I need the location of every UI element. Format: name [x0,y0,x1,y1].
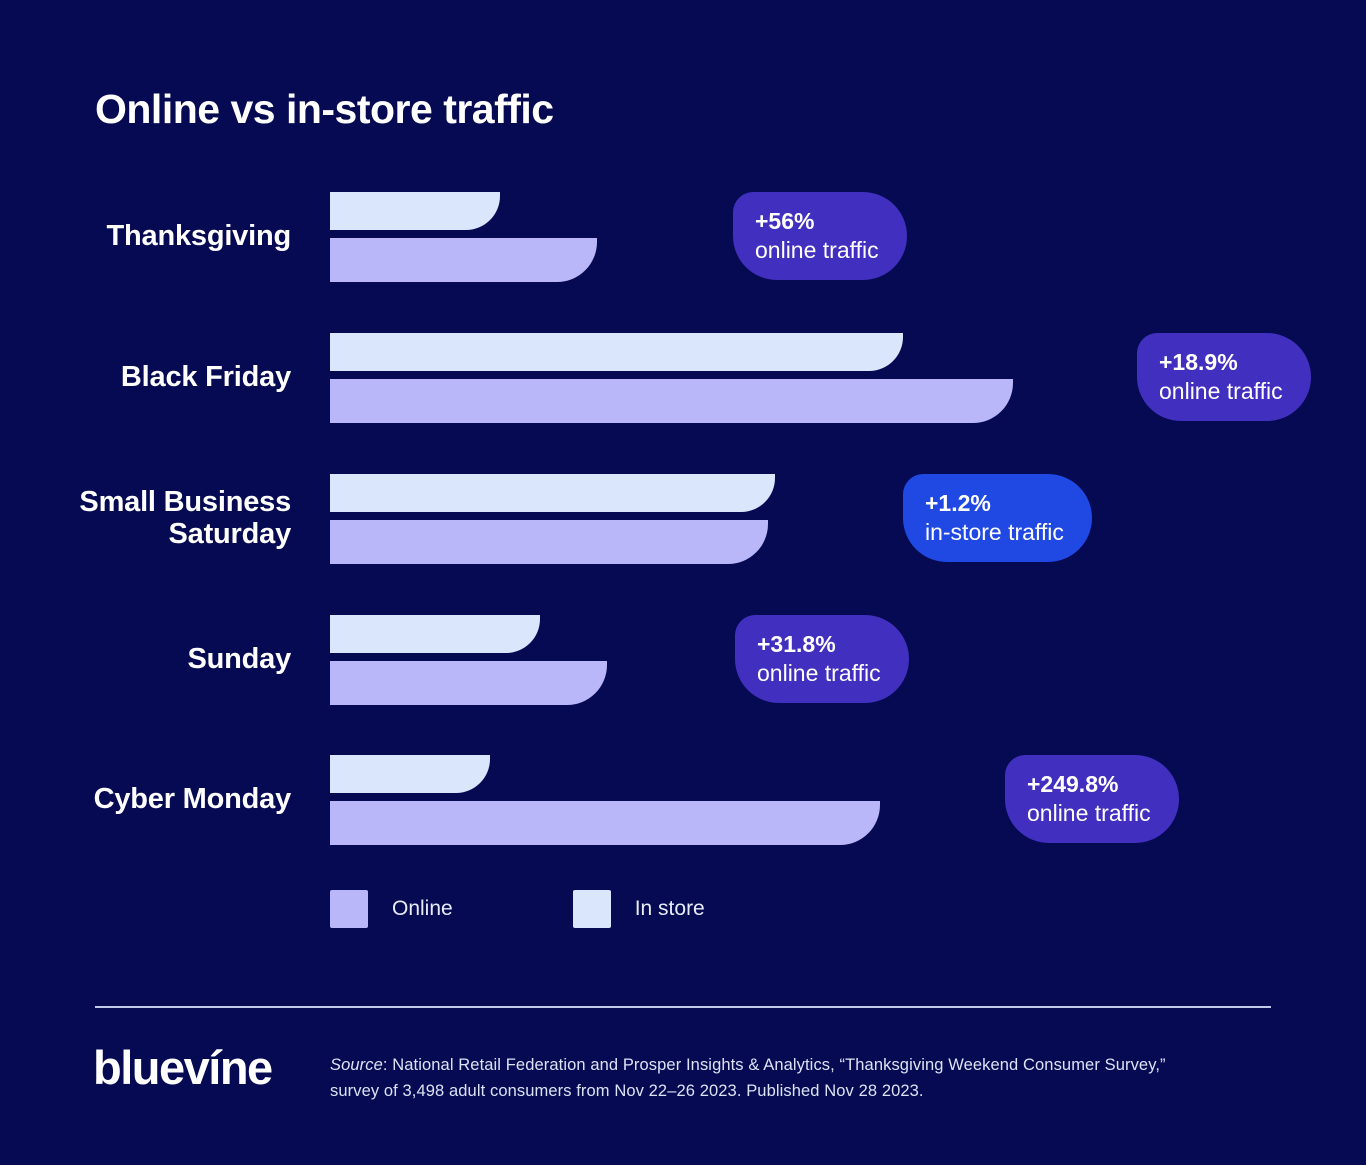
bar-group [330,474,775,564]
in-store-bar [330,615,540,653]
in-store-bar [330,755,490,793]
traffic-badge: +249.8% online traffic [1005,755,1179,843]
badge-value: +31.8% [757,630,836,657]
source-word: Source [330,1056,383,1074]
category-label: Sunday [0,615,291,705]
chart-row-cyber-monday: Cyber Monday +249.8% online traffic [0,755,1366,845]
badge-value: +1.2% [925,489,991,516]
category-label: Black Friday [0,333,291,423]
source-line1: Source: National Retail Federation and P… [330,1053,1166,1079]
online-bar [330,661,607,705]
footer-divider [95,1006,1271,1008]
category-label: Small Business Saturday [0,474,291,564]
traffic-badge: +18.9% online traffic [1137,333,1311,421]
badge-label: online traffic [755,237,879,263]
bar-group [330,192,597,282]
category-label: Cyber Monday [0,755,292,845]
chart-row-black-friday: Black Friday +18.9% online traffic [0,333,1366,423]
category-label-line1: Thanksgiving [106,220,291,253]
legend-label-online: Online [392,897,453,920]
badge-label: online traffic [757,660,881,686]
category-label-line1: Cyber Monday [93,783,292,816]
badge-value: +56% [755,207,815,234]
chart-legend: Online In store [330,890,705,928]
in-store-bar [330,333,903,371]
in-store-bar [330,192,500,230]
online-bar [330,379,1013,423]
bar-group [330,755,880,845]
chart-row-sunday: Sunday +31.8% online traffic [0,615,1366,705]
source-line2: survey of 3,498 adult consumers from Nov… [330,1081,924,1100]
badge-value: +249.8% [1027,770,1119,797]
badge-label: online traffic [1159,378,1283,404]
source-note: Source: National Retail Federation and P… [330,1053,1166,1104]
badge-label: in-store traffic [925,519,1064,545]
legend-item-online: Online [330,890,453,928]
chart-row-small-business-saturday: Small Business Saturday +1.2% in-store t… [0,474,1366,564]
category-label-line1: Black Friday [120,361,291,394]
category-label-line1: Small Business [79,486,291,519]
in-store-swatch [572,890,611,928]
bar-group [330,615,607,705]
category-label-line1: Sunday [187,643,291,676]
bar-group [330,333,1013,423]
traffic-badge: +1.2% in-store traffic [903,474,1092,562]
online-bar [330,520,768,564]
badge-value: +18.9% [1159,348,1238,375]
online-bar [330,801,880,845]
online-swatch [330,890,368,928]
in-store-bar [330,474,775,512]
category-label: Thanksgiving [0,192,291,282]
badge-label: online traffic [1027,800,1151,826]
traffic-badge: +56% online traffic [733,192,907,280]
online-bar [330,238,597,282]
bluevine-logo: bluevíne [93,1041,273,1094]
category-label-line2: Saturday [168,518,292,550]
chart-row-thanksgiving: Thanksgiving +56% online traffic [0,192,1366,282]
legend-item-in-store: In store [572,890,705,928]
source-rest: : National Retail Federation and Prosper… [382,1056,1166,1074]
traffic-badge: +31.8% online traffic [735,615,909,703]
chart-title: Online vs in-store traffic [95,86,554,132]
legend-label-in-store: In store [634,897,705,920]
